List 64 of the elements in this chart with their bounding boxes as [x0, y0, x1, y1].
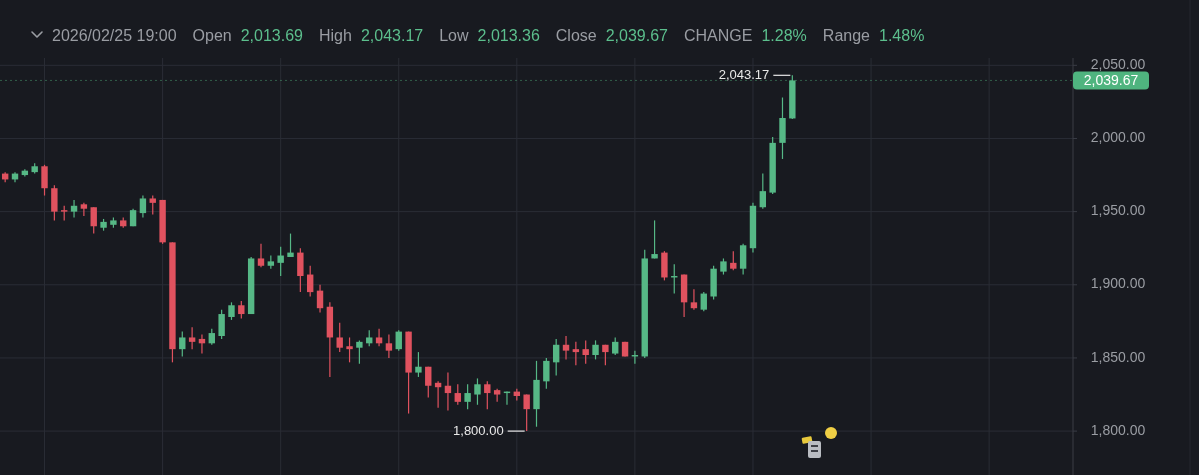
candlestick [700, 291, 707, 312]
annotation: 2,043.17 [718, 66, 770, 82]
ref-line-label: 2,039.67 [1083, 71, 1139, 88]
text: 1.48% [878, 27, 925, 44]
candlestick [336, 322, 343, 353]
text: Close [555, 27, 597, 44]
candlestick [139, 194, 147, 219]
candlestick [179, 331, 186, 358]
y-tick-label: 1,950.00 [1090, 202, 1146, 219]
candlestick [356, 339, 363, 365]
candlestick [375, 328, 383, 347]
candlestick [425, 366, 432, 399]
text: 2,013.69 [240, 27, 304, 44]
candlestick [346, 336, 353, 363]
candlestick [582, 339, 589, 365]
candlestick [493, 388, 501, 403]
candlestick [51, 184, 58, 222]
candlestick [543, 357, 550, 390]
candlestick [592, 339, 599, 361]
text: 2,013.36 [477, 27, 540, 44]
y-tick-label: 2,050.00 [1090, 56, 1146, 73]
candlestick [572, 341, 580, 366]
text: 2,039.67 [605, 27, 669, 44]
candlestick [759, 172, 767, 210]
candlestick [395, 329, 402, 352]
y-tick-label: 2,000.00 [1090, 129, 1146, 146]
candlestick [415, 351, 422, 378]
candlestick [316, 284, 324, 314]
chart-title: 2026/02/25 19:00 [52, 27, 177, 44]
text: High [318, 27, 352, 44]
candlestick [306, 265, 314, 298]
text: CHANGE [684, 27, 753, 44]
text: 2,043.17 [360, 27, 424, 44]
candlestick [552, 338, 560, 377]
candlestick [218, 309, 225, 340]
text: 1.28% [761, 27, 807, 44]
candlestick [739, 243, 747, 276]
candlestick [188, 326, 196, 350]
text: Low [439, 27, 469, 44]
y-tick-label: 1,800.00 [1090, 421, 1146, 438]
text: Range [822, 27, 871, 44]
candlestick [257, 243, 265, 268]
candlestick [385, 333, 393, 359]
candlestick [90, 206, 97, 235]
candlestick [523, 393, 530, 432]
annotation: 1,800.00 [453, 422, 504, 438]
text: Open [192, 27, 232, 44]
candlestick [484, 380, 491, 410]
candlestick [297, 247, 304, 293]
candlestick [730, 250, 737, 271]
candlestick [277, 246, 284, 277]
candlestick [41, 164, 48, 197]
candlestick [454, 383, 461, 406]
candlestick [464, 383, 471, 410]
candlestick [562, 335, 570, 361]
candlestick [287, 232, 294, 258]
candlestick [70, 199, 78, 219]
candlestick [80, 202, 88, 217]
candlestick [149, 194, 156, 216]
y-tick-label: 1,900.00 [1090, 275, 1146, 292]
candlestick [690, 288, 698, 311]
candlestick [474, 377, 481, 406]
y-tick-label: 1,850.00 [1090, 348, 1146, 365]
candlestick [651, 219, 658, 260]
